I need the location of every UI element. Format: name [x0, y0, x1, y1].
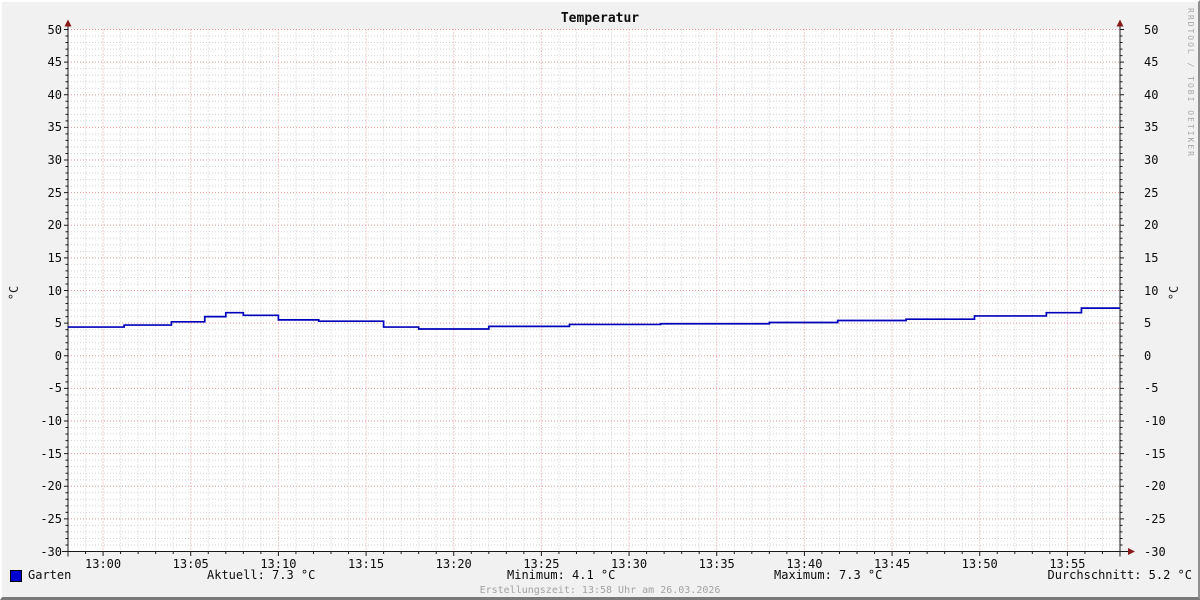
y-tick-label-left: 35 [47, 120, 62, 135]
y-tick-label-right: 30 [1144, 153, 1159, 167]
y-tick-label-left: 5 [54, 316, 62, 331]
y-tick-label-left: -10 [40, 414, 62, 428]
axis-arrow [64, 19, 72, 27]
y-tick-label-left: -25 [40, 511, 62, 526]
stat-maximum: Maximum: 7.3 °C [774, 568, 883, 582]
y-tick-label-right: -20 [1144, 479, 1166, 494]
y-tick-label-left: 20 [47, 218, 62, 233]
y-axis-unit-left: °C [7, 285, 21, 301]
x-tick-label: 13:20 [435, 556, 472, 571]
legend-color-swatch [10, 570, 22, 582]
legend-row: Garten Aktuell: 7.3 °C Minimum: 4.1 °C M… [2, 568, 1198, 584]
y-tick-label-right: 25 [1144, 185, 1159, 200]
creation-time-footer: Erstellungszeit: 13:58 Uhr am 26.03.2026 [479, 585, 721, 596]
chart-title: Temperatur [560, 11, 640, 26]
x-tick-label: 13:30 [611, 556, 648, 571]
x-tick-label: 13:25 [523, 556, 560, 571]
x-tick-label: 13:10 [260, 556, 297, 571]
y-tick-label-right: -15 [1144, 446, 1166, 461]
y-tick-label-right: 45 [1144, 55, 1159, 70]
y-tick-label-left: -20 [40, 479, 62, 494]
y-tick-label-right: -10 [1144, 414, 1166, 428]
x-tick-label: 13:35 [698, 556, 735, 571]
axis-lines [62, 26, 1128, 557]
y-tick-label-left: -30 [40, 544, 62, 559]
x-tick-label: 13:15 [348, 556, 385, 571]
y-tick-label-right: 40 [1144, 87, 1159, 102]
y-tick-label-right: 50 [1144, 22, 1159, 37]
y-tick-label-left: 15 [47, 250, 62, 265]
y-tick-label-right: 10 [1144, 283, 1159, 298]
y-tick-label-left: -5 [47, 381, 62, 396]
y-tick-label-left: 40 [47, 87, 62, 102]
legend-series-label: Garten [28, 568, 72, 582]
y-tick-label-left: 0 [54, 348, 62, 363]
y-tick-label-right: -5 [1144, 381, 1159, 396]
stat-aktuell: Aktuell: 7.3 °C [207, 568, 316, 582]
y-tick-label-left: 25 [47, 185, 62, 200]
x-tick-label: 13:50 [961, 556, 998, 571]
y-tick-label-right: 20 [1144, 218, 1159, 233]
y-tick-label-right: 0 [1144, 348, 1152, 363]
rrdtool-watermark: RRDTOOL / TOBI OETIKER [1186, 8, 1195, 158]
stat-minimum: Minimum: 4.1 °C [507, 568, 616, 582]
series-line-garten [68, 307, 1120, 330]
y-tick-label-left: 30 [47, 153, 62, 167]
x-tick-label: 13:45 [874, 556, 911, 571]
x-tick-label: 13:40 [786, 556, 823, 571]
y-tick-label-right: 35 [1144, 120, 1159, 135]
y-tick-label-left: 50 [47, 22, 62, 37]
y-tick-label-left: -15 [40, 446, 62, 461]
axis-arrow [1116, 19, 1124, 27]
x-tick-label: 13:00 [85, 556, 122, 571]
y-tick-label-left: 10 [47, 283, 62, 298]
stat-durchschnitt: Durchschnitt: 5.2 °C [1047, 568, 1193, 582]
y-tick-label-right: -30 [1144, 544, 1166, 559]
x-tick-label: 13:05 [172, 556, 209, 571]
y-tick-label-left: 45 [47, 55, 62, 70]
y-tick-label-right: 15 [1144, 250, 1159, 265]
axis-arrow [1128, 548, 1135, 555]
y-tick-label-right: -25 [1144, 511, 1166, 526]
x-tick-label: 13:55 [1049, 556, 1086, 571]
y-axis-unit-right: °C [1167, 285, 1181, 301]
y-tick-label-right: 5 [1144, 316, 1152, 331]
